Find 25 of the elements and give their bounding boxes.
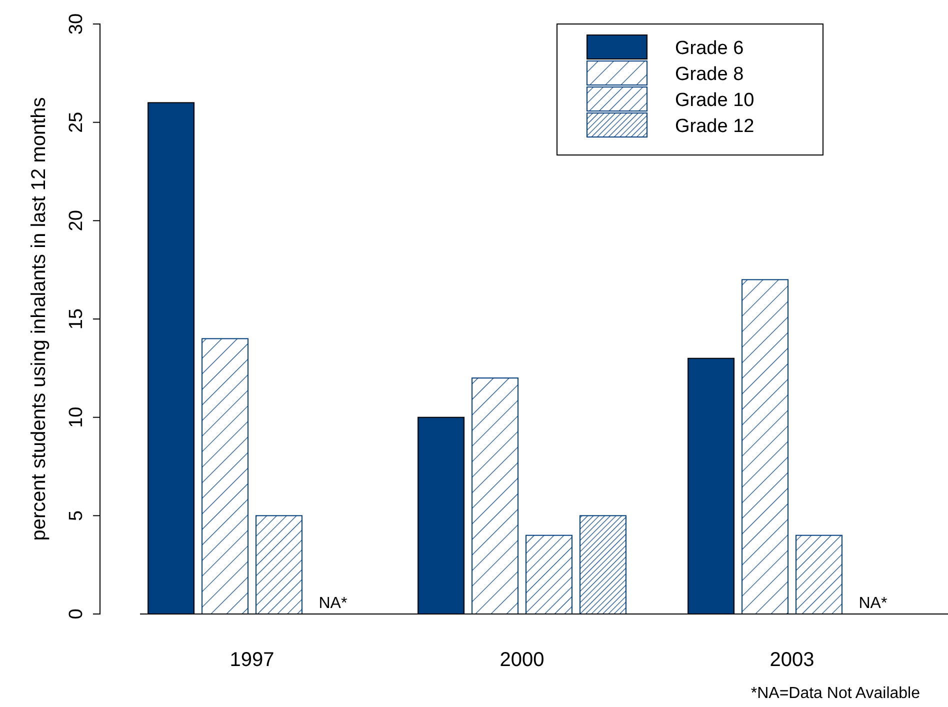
x-tick-label: 2003 xyxy=(770,649,814,671)
legend-label: Grade 12 xyxy=(675,116,754,137)
bar xyxy=(472,378,518,614)
bar xyxy=(579,515,626,614)
annotation: NA* xyxy=(318,595,348,612)
y-tick-label: 10 xyxy=(66,406,87,428)
y-tick-label: 25 xyxy=(66,112,87,133)
y-tick-label: 30 xyxy=(66,13,87,35)
bar xyxy=(202,338,248,614)
y-tick-label: 0 xyxy=(66,608,87,620)
x-tick-label: 2000 xyxy=(500,649,544,671)
bar xyxy=(796,534,842,614)
legend-label: Grade 8 xyxy=(675,64,744,85)
y-tick-label: 20 xyxy=(66,210,87,232)
y-tick-label: 15 xyxy=(66,308,87,330)
bar xyxy=(256,515,302,614)
annotation: NA* xyxy=(858,595,888,612)
text: *NA=Data Not Available xyxy=(750,685,920,702)
legend-label: Grade 10 xyxy=(675,90,754,111)
y-axis-title: percent students using inhalants in last 12 months xyxy=(28,97,50,541)
x-tick-label: 1997 xyxy=(230,649,274,671)
bar xyxy=(526,534,572,614)
legend-label: Grade 6 xyxy=(675,38,744,59)
bar xyxy=(742,279,788,614)
y-tick-label: 5 xyxy=(66,510,87,521)
